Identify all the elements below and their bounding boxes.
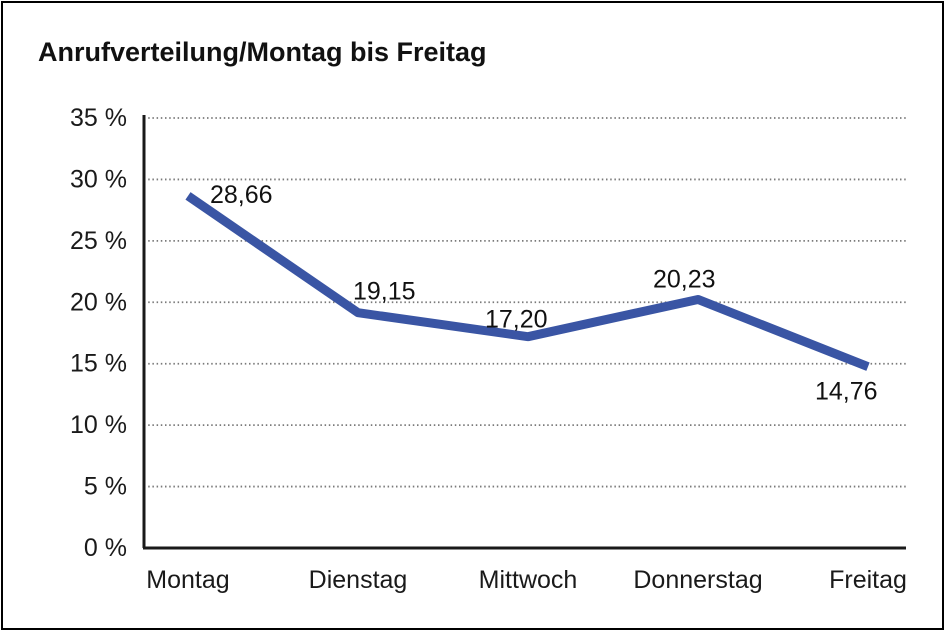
- y-axis-tick-label: 20 %: [70, 288, 127, 316]
- y-axis-tick-label: 30 %: [70, 165, 127, 193]
- data-point-label: 19,15: [353, 278, 416, 306]
- y-axis-tick-label: 10 %: [70, 411, 127, 439]
- y-axis-tick-label: 25 %: [70, 227, 127, 255]
- data-point-label: 17,20: [485, 306, 548, 334]
- y-axis-tick-label: 0 %: [84, 534, 127, 562]
- data-point-label: 28,66: [210, 181, 273, 209]
- axes-layer: [142, 115, 906, 550]
- data-point-label: 14,76: [815, 378, 878, 406]
- x-axis-category-label: Montag: [146, 566, 229, 594]
- y-axis-tick-label: 15 %: [70, 350, 127, 378]
- gridlines-layer: [144, 117, 906, 488]
- series-layer: [185, 192, 870, 371]
- series-line: [185, 192, 870, 371]
- x-axis-category-label: Mittwoch: [479, 566, 578, 594]
- x-axis-category-label: Donnerstag: [633, 566, 762, 594]
- labels-layer: 35 % 30 % 25 % 20 % 15 % 10 % 5 % 0 % Montag Dien…: [70, 104, 907, 594]
- y-axis-tick-label: 5 %: [84, 473, 127, 501]
- x-axis-category-label: Freitag: [829, 566, 907, 594]
- data-point-label: 20,23: [653, 265, 716, 293]
- x-axis-category-label: Dienstag: [309, 566, 408, 594]
- chart-title: Anrufverteilung/Montag bis Freitag: [38, 37, 487, 67]
- y-axis-tick-label: 35 %: [70, 104, 127, 132]
